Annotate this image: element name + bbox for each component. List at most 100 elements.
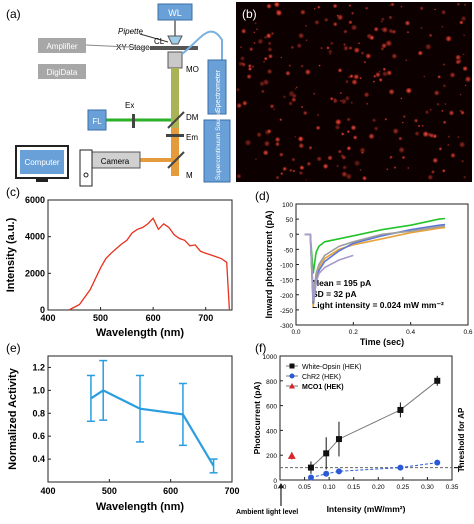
cell-dot: [317, 114, 320, 116]
cell-dot: [261, 89, 265, 94]
y-tick-label: -200: [280, 293, 293, 300]
cell-dot: [241, 62, 244, 65]
ex-label: Ex: [125, 101, 134, 110]
cell-dot: [414, 131, 420, 136]
cell-dot: [333, 98, 337, 101]
cell-dot: [242, 100, 248, 106]
pipette-line: [139, 33, 169, 43]
x-tick-label: 700: [224, 486, 239, 496]
y-tick-label: 0.6: [32, 431, 45, 441]
cell-dot: [388, 15, 393, 20]
cell-dot: [279, 118, 283, 121]
cell-dot: [360, 51, 365, 55]
panel-f-letter: (f): [255, 341, 266, 355]
cell-dot: [447, 143, 450, 146]
cell-dot: [417, 124, 421, 128]
cell-dot: [380, 28, 383, 30]
cell-dot: [264, 35, 267, 39]
cell-dot: [423, 75, 426, 78]
cell-dot: [402, 115, 406, 118]
cell-dot: [298, 143, 304, 149]
cell-dot: [263, 150, 269, 156]
micrograph: [236, 2, 472, 182]
cell-dot: [279, 152, 284, 157]
cell-dot: [299, 165, 305, 170]
cell-dot: [298, 33, 304, 39]
micrograph-cells: [236, 1, 471, 181]
data-point: [335, 468, 342, 475]
x-tick-label: 0.30: [421, 484, 434, 491]
em-filter: [166, 134, 184, 137]
cell-dot: [442, 84, 446, 88]
cell-dot: [459, 20, 464, 25]
cell-dot: [289, 168, 293, 172]
y-tick-label: 400: [266, 428, 277, 435]
cell-dot: [461, 159, 464, 163]
photocurrent-trace: [304, 233, 354, 301]
cell-dot: [463, 34, 466, 37]
beam-green: [171, 68, 179, 128]
cell-dot: [460, 110, 465, 115]
legend-marker: [289, 363, 295, 369]
cell-dot: [365, 53, 371, 59]
fiber: [181, 30, 223, 100]
cell-dot: [298, 136, 304, 142]
cell-dot: [280, 172, 284, 175]
spectrum-line: [68, 217, 231, 311]
cell-dot: [449, 110, 454, 116]
cell-dot: [313, 92, 316, 95]
cell-dot: [456, 2, 460, 6]
cell-dot: [335, 119, 342, 125]
cell-dot: [442, 169, 446, 173]
x-tick-label: 0.15: [347, 484, 360, 491]
cell-dot: [421, 124, 424, 127]
cell-dot: [348, 46, 353, 50]
legend-label: MCO1 (HEK): [302, 384, 344, 391]
x-axis-label: Intensity (mW/mm²): [327, 504, 406, 514]
y-axis-label: Normalized Activity: [7, 367, 19, 470]
panel-b-letter: (b): [242, 7, 257, 21]
cell-dot: [266, 3, 272, 9]
computer-label: Computer: [24, 158, 59, 167]
cell-dot: [306, 161, 311, 166]
cell-dot: [317, 5, 321, 9]
xy-stage: [150, 46, 198, 50]
cell-dot: [305, 39, 308, 41]
cell-dot: [372, 80, 375, 83]
cell-dot: [375, 72, 381, 78]
cell-dot: [369, 35, 375, 41]
cell-dot: [305, 179, 308, 181]
activity-line: [90, 389, 215, 467]
cell-dot: [427, 174, 433, 180]
x-tick-label: 400: [40, 486, 55, 496]
panel-f: (f) Ambient light level Threshold for AP…: [236, 341, 466, 516]
cell-dot: [393, 166, 397, 169]
cell-dot: [353, 135, 358, 140]
data-point: [434, 459, 441, 466]
cell-dot: [434, 90, 440, 96]
cell-dot: [422, 131, 429, 137]
amplifier-box: [38, 38, 86, 53]
cell-dot: [280, 56, 283, 59]
cell-dot: [414, 118, 418, 123]
supercontinuum-box: [203, 119, 231, 183]
panel-b: (b): [236, 1, 472, 182]
cell-dot: [348, 76, 350, 78]
spectrometer-box: [207, 59, 227, 115]
cell-dot: [342, 165, 347, 170]
cell-dot: [372, 118, 376, 123]
cell-dot: [345, 96, 350, 101]
cell-dot: [405, 20, 410, 26]
ambient-light-label: Ambient light level: [236, 509, 298, 516]
y-tick-label: 0.4: [32, 454, 45, 464]
cell-dot: [300, 9, 306, 15]
cell-dot: [343, 29, 348, 34]
cell-dot: [361, 151, 364, 154]
cell-dot: [384, 118, 387, 121]
cell-dot: [341, 98, 347, 105]
x-tick-label: 0.20: [372, 484, 385, 491]
cell-dot: [251, 65, 255, 68]
cell-dot: [255, 28, 259, 31]
cell-dot: [459, 93, 462, 96]
y-tick-label: 0: [273, 478, 277, 485]
